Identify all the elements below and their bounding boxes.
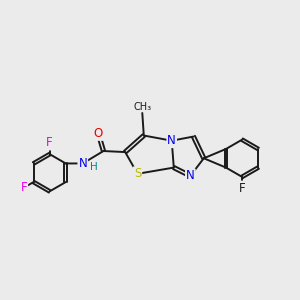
Text: N: N: [167, 134, 176, 147]
Text: F: F: [239, 182, 245, 194]
Text: F: F: [21, 181, 27, 194]
Text: N: N: [186, 169, 195, 182]
Text: S: S: [134, 167, 141, 180]
Text: O: O: [94, 127, 103, 140]
Text: N: N: [78, 157, 87, 170]
Text: F: F: [46, 136, 53, 149]
Text: H: H: [90, 162, 98, 172]
Text: CH₃: CH₃: [133, 101, 152, 112]
